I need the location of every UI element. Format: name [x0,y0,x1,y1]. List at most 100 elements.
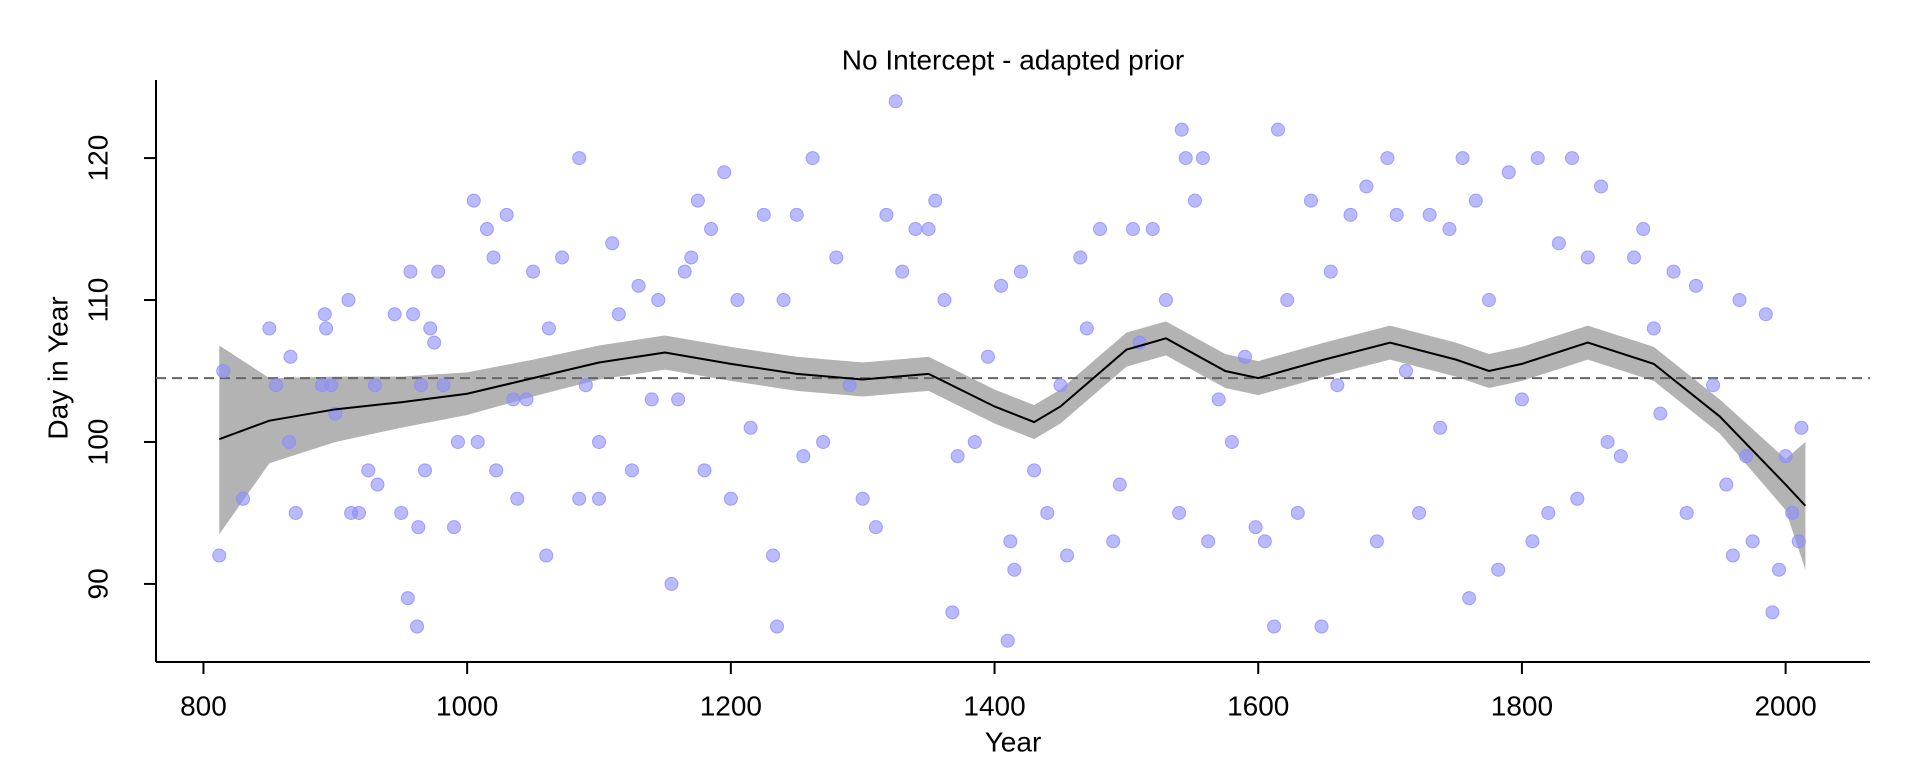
data-point [1359,179,1374,194]
data-point [1491,562,1506,577]
data-point [1719,477,1734,492]
data-point [436,378,451,393]
data-point [1195,151,1210,166]
data-point [1013,264,1028,279]
data-point [1380,151,1395,166]
data-point [1398,364,1413,378]
data-point [928,193,943,208]
data-point [262,321,277,336]
data-point [1758,307,1773,322]
data-point [1257,534,1272,549]
data-point [1040,505,1055,520]
data-point [651,293,666,308]
data-point [690,193,705,208]
data-point [921,222,936,237]
data-point [888,94,903,109]
data-point [1389,207,1404,222]
x-tick-label: 1200 [700,690,762,721]
data-point [805,151,820,166]
data-point [572,151,587,166]
data-point [1211,392,1226,407]
data-point [1462,591,1477,606]
data-point [1706,378,1721,393]
data-point [677,264,692,279]
data-point [1468,193,1483,208]
data-point [1455,151,1470,166]
data-point [1481,293,1496,308]
data-point [1666,264,1681,279]
data-point [671,392,686,407]
data-point [541,321,556,336]
data-point [1794,420,1809,435]
data-point [967,434,982,449]
data-point [1570,491,1585,506]
data-point [236,491,251,506]
data-point [730,293,745,308]
data-point [1412,505,1427,520]
data-point [572,491,587,506]
data-point [868,520,883,535]
data-point [519,392,534,407]
data-point [1501,165,1516,180]
data-point [370,477,385,492]
data-point [1125,222,1140,237]
data-point [1778,449,1793,464]
data-point [1079,321,1094,336]
data-point [1530,151,1545,166]
y-tick-label: 120 [82,135,113,182]
data-point [605,236,620,251]
data-point [406,307,421,322]
data-point [526,264,541,279]
data-point [684,250,699,265]
data-point [423,321,438,336]
data-point [470,434,485,449]
data-point [796,449,811,464]
data-point [1422,207,1437,222]
data-point [789,207,804,222]
data-point [1224,434,1239,449]
x-tick-label: 1600 [1227,690,1289,721]
data-point [431,264,446,279]
data-point [1594,179,1609,194]
data-point [212,548,227,563]
data-point [427,335,442,350]
data-point [624,463,639,478]
data-point [1433,420,1448,435]
data-point [417,463,432,478]
data-point [950,449,965,464]
x-tick-label: 1800 [1491,690,1553,721]
x-tick-label: 1000 [436,690,498,721]
data-point [1525,534,1540,549]
data-point [769,619,784,634]
data-point [631,278,646,293]
data-point [1541,505,1556,520]
data-point [414,378,429,393]
data-point [1565,151,1580,166]
data-point [994,278,1009,293]
data-point [1158,293,1173,308]
data-point [1314,619,1329,634]
data-point [855,491,870,506]
data-point [1238,349,1253,364]
data-point [1442,222,1457,237]
y-tick-label: 110 [82,278,113,323]
data-point [1271,122,1286,137]
confidence-band [219,321,1806,570]
data-point [1003,534,1018,549]
data-point [697,463,712,478]
data-point [1007,562,1022,577]
data-point [816,434,831,449]
data-point [1178,151,1193,166]
data-point [450,434,465,449]
data-point [1772,562,1787,577]
data-point [555,250,570,265]
data-point [842,378,857,393]
data-point [341,293,356,308]
data-point [723,491,738,506]
data-point [592,434,607,449]
data-point [1791,534,1806,549]
y-tick-label: 100 [82,419,113,466]
data-point [879,207,894,222]
